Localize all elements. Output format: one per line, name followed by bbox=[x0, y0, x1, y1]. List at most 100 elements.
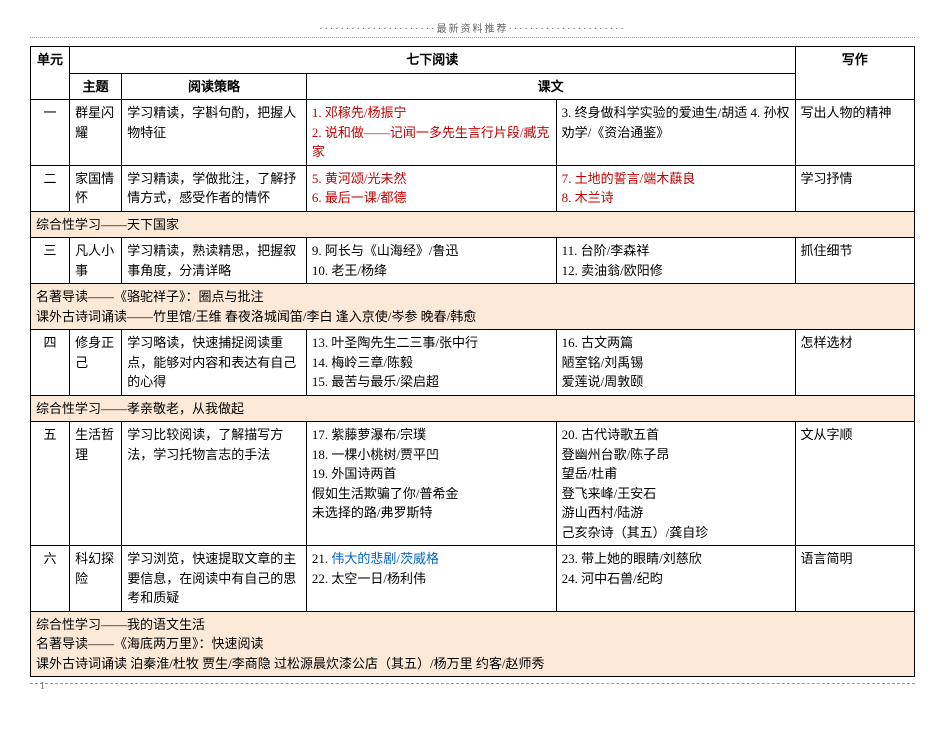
u5-textsB: 20. 古代诗歌五首 登幽州台歌/陈子昂 望岳/杜甫 登飞来峰/王安石 游山西村… bbox=[556, 422, 795, 546]
u6-textB1: 23. 带上她的眼睛/刘慈欣 bbox=[562, 549, 790, 569]
u2-theme: 家国情怀 bbox=[70, 165, 122, 211]
u2-textB1: 7. 土地的誓言/端木蕻良 bbox=[562, 169, 790, 189]
header-row-2: 主题 阅读策略 课文 bbox=[31, 73, 915, 100]
u4-textsB: 16. 古文两篇 陋室铭/刘禹锡 爱莲说/周敦颐 bbox=[556, 330, 795, 396]
hdr-unit: 单元 bbox=[31, 47, 70, 100]
row-unit1: 一 群星闪耀 学习精读，字斟句酌，把握人物特征 1. 邓稼先/杨振宁 2. 说和… bbox=[31, 100, 915, 166]
hdr-texts: 课文 bbox=[306, 73, 795, 100]
u2-strategy: 学习精读，学做批注，了解抒情方式，感受作者的情怀 bbox=[122, 165, 307, 211]
u5-textB2: 登幽州台歌/陈子昂 bbox=[562, 445, 790, 465]
u4-textA3: 15. 最苦与最乐/梁启超 bbox=[312, 372, 551, 392]
u5-textB6: 己亥杂诗（其五）/龚自珍 bbox=[562, 523, 790, 543]
page-footer-rule: 1 bbox=[30, 683, 915, 684]
u4-textB3: 爱莲说/周敦颐 bbox=[562, 372, 790, 392]
band4b: 名著导读——《海底两万里》：快速阅读 bbox=[36, 634, 909, 654]
u3-strategy: 学习精读，熟读精思，把握叙事角度，分清详略 bbox=[122, 238, 307, 284]
u4-textB2: 陋室铭/刘禹锡 bbox=[562, 353, 790, 373]
u1-textA2: 2. 说和做——记闻一多先生言行片段/臧克家 bbox=[312, 123, 551, 162]
u6-writing: 语言简明 bbox=[795, 546, 914, 612]
u5-num: 五 bbox=[31, 422, 70, 546]
u3-textA2: 10. 老王/杨绛 bbox=[312, 261, 551, 281]
u4-num: 四 bbox=[31, 330, 70, 396]
u6-textB2: 24. 河中石兽/纪昀 bbox=[562, 569, 790, 589]
u3-textsB: 11. 台阶/李森祥 12. 卖油翁/欧阳修 bbox=[556, 238, 795, 284]
u5-textA4: 假如生活欺骗了你/普希金 bbox=[312, 484, 551, 504]
band2b: 课外古诗词诵读——竹里馆/王维 春夜洛城闻笛/李白 逢入京使/岑参 晚春/韩愈 bbox=[36, 307, 909, 327]
u5-writing: 文从字顺 bbox=[795, 422, 914, 546]
u3-textB1: 11. 台阶/李森祥 bbox=[562, 241, 790, 261]
band4c: 课外古诗词诵读 泊秦淮/杜牧 贾生/李商隐 过松源晨炊漆公店（其五）/杨万里 约… bbox=[36, 654, 909, 674]
band3-text: 综合性学习——孝亲敬老，从我做起 bbox=[31, 395, 915, 422]
u2-textB2: 8. 木兰诗 bbox=[562, 188, 790, 208]
u5-textA1: 17. 紫藤萝瀑布/宗璞 bbox=[312, 425, 551, 445]
u5-textB4: 登飞来峰/王安石 bbox=[562, 484, 790, 504]
u4-textB1: 16. 古文两篇 bbox=[562, 333, 790, 353]
u5-textA2: 18. 一棵小桃树/贾平凹 bbox=[312, 445, 551, 465]
band-3: 综合性学习——孝亲敬老，从我做起 bbox=[31, 395, 915, 422]
u1-writing: 写出人物的精神 bbox=[795, 100, 914, 166]
band4-cell: 综合性学习——我的语文生活 名著导读——《海底两万里》：快速阅读 课外古诗词诵读… bbox=[31, 611, 915, 677]
u3-textA1: 9. 阿长与《山海经》/鲁迅 bbox=[312, 241, 551, 261]
u2-textA2: 6. 最后一课/都德 bbox=[312, 188, 551, 208]
u6-num: 六 bbox=[31, 546, 70, 612]
u1-textB1: 3. 终身做科学实验的爱迪生/胡适 4. 孙权劝学/《资治通鉴》 bbox=[562, 103, 790, 142]
u5-textB5: 游山西村/陆游 bbox=[562, 503, 790, 523]
u6-textA1-title: 伟大的悲剧/茨威格 bbox=[331, 551, 439, 566]
u6-theme: 科幻探险 bbox=[70, 546, 122, 612]
curriculum-table: 单元 七下阅读 写作 主题 阅读策略 课文 一 群星闪耀 学习精读，字斟句酌，把… bbox=[30, 46, 915, 677]
u4-textA2: 14. 梅岭三章/陈毅 bbox=[312, 353, 551, 373]
u2-textsB: 7. 土地的誓言/端木蕻良 8. 木兰诗 bbox=[556, 165, 795, 211]
row-unit6: 六 科幻探险 学习浏览，快速提取文章的主要信息，在阅读中有自己的思考和质疑 21… bbox=[31, 546, 915, 612]
row-unit5: 五 生活哲理 学习比较阅读，了解描写方法，学习托物言志的手法 17. 紫藤萝瀑布… bbox=[31, 422, 915, 546]
row-unit4: 四 修身正己 学习略读，快速捕捉阅读重点，能够对内容和表达有自己的心得 13. … bbox=[31, 330, 915, 396]
band-1: 综合性学习——天下国家 bbox=[31, 211, 915, 238]
hdr-strategy: 阅读策略 bbox=[122, 73, 307, 100]
u2-textA1: 5. 黄河颂/光未然 bbox=[312, 169, 551, 189]
u6-textA1-num: 21. bbox=[312, 551, 332, 566]
u5-textB1: 20. 古代诗歌五首 bbox=[562, 425, 790, 445]
band2a: 名著导读——《骆驼祥子》：圈点与批注 bbox=[36, 287, 909, 307]
band1-text: 综合性学习——天下国家 bbox=[31, 211, 915, 238]
u1-textA1: 1. 邓稼先/杨振宁 bbox=[312, 103, 551, 123]
u3-textB2: 12. 卖油翁/欧阳修 bbox=[562, 261, 790, 281]
band-2: 名著导读——《骆驼祥子》：圈点与批注 课外古诗词诵读——竹里馆/王维 春夜洛城闻… bbox=[31, 284, 915, 330]
u5-theme: 生活哲理 bbox=[70, 422, 122, 546]
hdr-theme: 主题 bbox=[70, 73, 122, 100]
u1-theme: 群星闪耀 bbox=[70, 100, 122, 166]
u5-textsA: 17. 紫藤萝瀑布/宗璞 18. 一棵小桃树/贾平凹 19. 外国诗两首 假如生… bbox=[306, 422, 556, 546]
u2-textsA: 5. 黄河颂/光未然 6. 最后一课/都德 bbox=[306, 165, 556, 211]
u6-textsB: 23. 带上她的眼睛/刘慈欣 24. 河中石兽/纪昀 bbox=[556, 546, 795, 612]
u4-writing: 怎样选材 bbox=[795, 330, 914, 396]
u3-textsA: 9. 阿长与《山海经》/鲁迅 10. 老王/杨绛 bbox=[306, 238, 556, 284]
u4-theme: 修身正己 bbox=[70, 330, 122, 396]
row-unit2: 二 家国情怀 学习精读，学做批注，了解抒情方式，感受作者的情怀 5. 黄河颂/光… bbox=[31, 165, 915, 211]
u1-textsA: 1. 邓稼先/杨振宁 2. 说和做——记闻一多先生言行片段/臧克家 bbox=[306, 100, 556, 166]
band-4: 综合性学习——我的语文生活 名著导读——《海底两万里》：快速阅读 课外古诗词诵读… bbox=[31, 611, 915, 677]
u6-textA2: 22. 太空一日/杨利伟 bbox=[312, 569, 551, 589]
u4-textA1: 13. 叶圣陶先生二三事/张中行 bbox=[312, 333, 551, 353]
u5-textB3: 望岳/杜甫 bbox=[562, 464, 790, 484]
hdr-main: 七下阅读 bbox=[70, 47, 795, 74]
u5-textA5: 未选择的路/弗罗斯特 bbox=[312, 503, 551, 523]
u3-num: 三 bbox=[31, 238, 70, 284]
u4-textsA: 13. 叶圣陶先生二三事/张中行 14. 梅岭三章/陈毅 15. 最苦与最乐/梁… bbox=[306, 330, 556, 396]
u6-textA1: 21. 伟大的悲剧/茨威格 bbox=[312, 549, 551, 569]
row-unit3: 三 凡人小事 学习精读，熟读精思，把握叙事角度，分清详略 9. 阿长与《山海经》… bbox=[31, 238, 915, 284]
u5-textA3: 19. 外国诗两首 bbox=[312, 464, 551, 484]
u5-strategy: 学习比较阅读，了解描写方法，学习托物言志的手法 bbox=[122, 422, 307, 546]
page-watermark: ······················最新资料推荐············… bbox=[30, 20, 915, 38]
u6-textsA: 21. 伟大的悲剧/茨威格 22. 太空一日/杨利伟 bbox=[306, 546, 556, 612]
band2-cell: 名著导读——《骆驼祥子》：圈点与批注 课外古诗词诵读——竹里馆/王维 春夜洛城闻… bbox=[31, 284, 915, 330]
u1-num: 一 bbox=[31, 100, 70, 166]
u1-textsB: 3. 终身做科学实验的爱迪生/胡适 4. 孙权劝学/《资治通鉴》 bbox=[556, 100, 795, 166]
u2-writing: 学习抒情 bbox=[795, 165, 914, 211]
header-row-1: 单元 七下阅读 写作 bbox=[31, 47, 915, 74]
u6-strategy: 学习浏览，快速提取文章的主要信息，在阅读中有自己的思考和质疑 bbox=[122, 546, 307, 612]
u1-strategy: 学习精读，字斟句酌，把握人物特征 bbox=[122, 100, 307, 166]
hdr-writing: 写作 bbox=[795, 47, 914, 100]
u4-strategy: 学习略读，快速捕捉阅读重点，能够对内容和表达有自己的心得 bbox=[122, 330, 307, 396]
band4a: 综合性学习——我的语文生活 bbox=[36, 615, 909, 635]
page-footer-tick: 1 bbox=[40, 681, 45, 692]
u3-writing: 抓住细节 bbox=[795, 238, 914, 284]
u2-num: 二 bbox=[31, 165, 70, 211]
